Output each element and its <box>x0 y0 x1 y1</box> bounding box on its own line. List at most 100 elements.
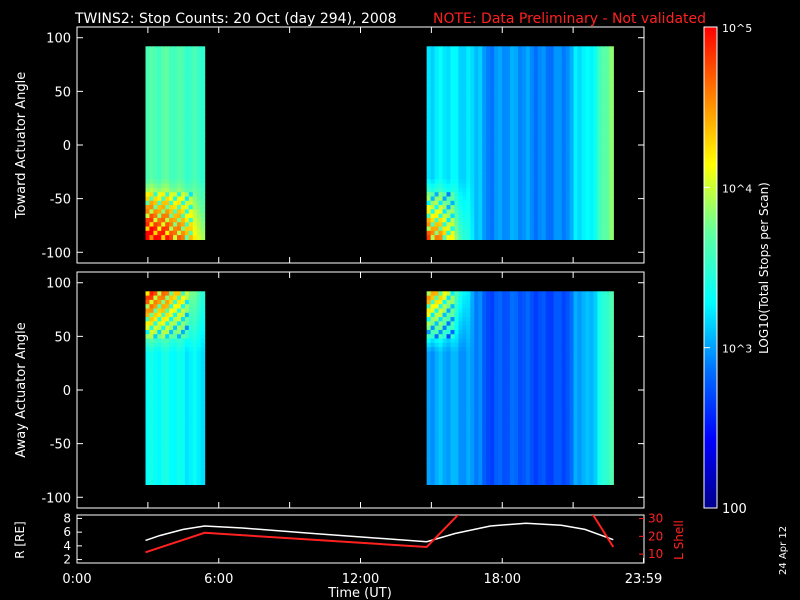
toward-cell <box>458 170 463 176</box>
toward-cell <box>486 102 491 107</box>
toward-cell <box>426 145 432 150</box>
toward-cell <box>541 192 547 198</box>
toward-cell <box>557 162 563 168</box>
toward-cell <box>529 93 535 99</box>
toward-cell <box>192 76 198 82</box>
toward-cell <box>188 93 194 99</box>
away-cell <box>173 441 178 447</box>
away-cell <box>454 368 460 374</box>
away-cell <box>145 420 151 425</box>
away-cell <box>430 372 436 378</box>
toward-cell <box>573 205 579 210</box>
away-cell <box>462 450 467 455</box>
away-cell <box>545 441 551 447</box>
away-cell <box>184 338 190 344</box>
toward-cell <box>506 200 511 206</box>
toward-ylabel: Toward Actuator Angle <box>14 72 29 219</box>
toward-cell <box>145 183 151 189</box>
toward-cell <box>446 205 452 210</box>
away-cell <box>173 347 178 352</box>
away-cell <box>438 411 444 417</box>
toward-cell <box>180 175 186 180</box>
toward-cell <box>529 63 535 69</box>
toward-cell <box>498 80 503 86</box>
away-cell <box>188 402 194 408</box>
away-cell <box>153 428 158 434</box>
toward-cell <box>605 136 610 142</box>
toward-cell <box>533 106 539 112</box>
toward-cell <box>502 179 507 185</box>
toward-cell <box>157 205 162 210</box>
away-cell <box>506 467 511 473</box>
toward-cell <box>438 230 444 236</box>
away-cell <box>153 424 158 430</box>
away-cell <box>430 321 436 327</box>
toward-cell <box>549 205 555 210</box>
away-cell <box>525 445 531 451</box>
toward-cell <box>498 187 503 193</box>
away-cell <box>173 295 178 301</box>
away-cell <box>165 437 170 443</box>
toward-cell <box>188 205 194 210</box>
toward-cell <box>462 157 467 163</box>
away-cell <box>169 428 174 434</box>
away-cell <box>458 364 463 370</box>
away-cell <box>502 475 507 481</box>
away-cell <box>510 415 515 421</box>
toward-cell <box>609 50 614 56</box>
toward-cell <box>517 149 523 155</box>
away-cell <box>149 432 154 438</box>
away-cell <box>541 385 547 391</box>
toward-cell <box>470 140 475 146</box>
away-cell <box>438 475 444 481</box>
away-cell <box>450 372 456 378</box>
away-cell <box>188 394 194 400</box>
toward-cell <box>553 192 559 198</box>
toward-cell <box>149 127 154 133</box>
toward-cell <box>470 106 475 112</box>
toward-cell <box>438 76 444 82</box>
toward-cell <box>557 97 563 103</box>
toward-cell <box>450 46 456 52</box>
toward-cell <box>502 175 507 180</box>
toward-cell <box>521 209 527 215</box>
toward-cell <box>525 217 531 223</box>
away-cell <box>157 458 162 464</box>
toward-cell <box>188 187 194 193</box>
toward-cell <box>490 187 495 193</box>
toward-cell <box>177 217 182 223</box>
away-cell <box>486 480 491 485</box>
toward-cell <box>502 149 507 155</box>
toward-cell <box>549 106 555 112</box>
toward-cell <box>605 183 610 189</box>
away-cell <box>517 467 523 473</box>
away-cell <box>434 454 440 460</box>
away-cell <box>474 334 479 340</box>
toward-cell <box>609 93 614 99</box>
toward-cell <box>569 187 575 193</box>
toward-cell <box>510 72 515 77</box>
toward-cell <box>577 205 583 210</box>
away-cell <box>525 394 531 400</box>
toward-cell <box>482 67 487 73</box>
toward-cell <box>450 50 456 56</box>
toward-cell <box>605 93 610 99</box>
away-cell <box>553 454 559 460</box>
toward-cell <box>169 205 174 210</box>
away-cell <box>553 411 559 417</box>
toward-cell <box>466 200 471 206</box>
toward-cell <box>173 132 178 138</box>
away-cell <box>490 454 495 460</box>
toward-cell <box>442 196 448 202</box>
toward-cell <box>446 222 452 228</box>
toward-cell <box>521 140 527 146</box>
toward-cell <box>474 132 479 138</box>
away-cell <box>502 471 507 477</box>
toward-cell <box>454 230 460 236</box>
away-cell <box>478 420 483 425</box>
toward-cell <box>537 235 543 240</box>
toward-cell <box>466 149 471 155</box>
toward-cell <box>541 80 547 86</box>
away-cell <box>474 312 479 318</box>
toward-cell <box>498 114 503 120</box>
